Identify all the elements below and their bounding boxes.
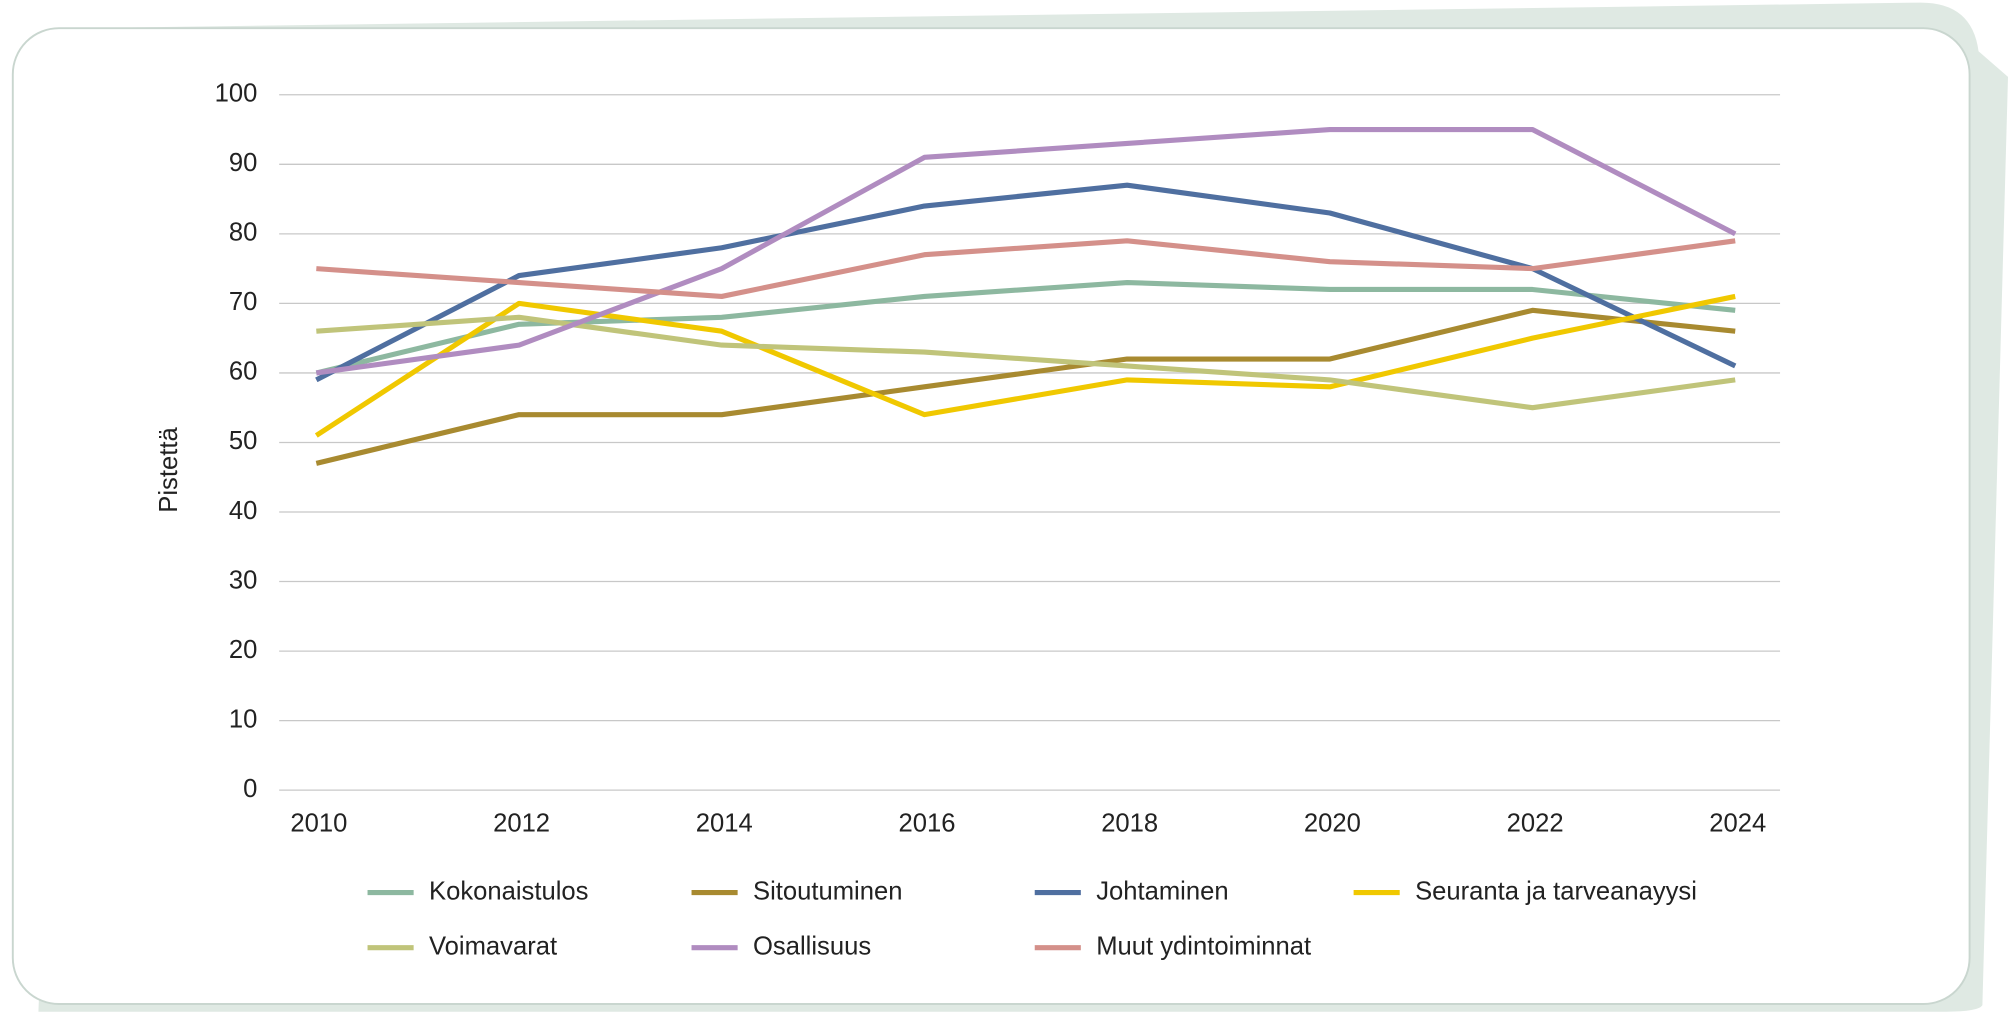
y-tick-label: 100 bbox=[215, 80, 258, 108]
y-tick-label: 10 bbox=[229, 705, 258, 733]
x-tick-label: 2020 bbox=[1304, 809, 1361, 837]
x-tick-label: 2022 bbox=[1507, 809, 1564, 837]
series-line bbox=[315, 126, 1737, 376]
x-tick-label: 2012 bbox=[493, 809, 550, 837]
legend-label: Muut ydintoiminnat bbox=[1096, 932, 1311, 960]
y-tick-label: 0 bbox=[243, 775, 257, 803]
y-tick-label: 90 bbox=[229, 149, 258, 177]
series-line bbox=[315, 182, 1737, 383]
series-line bbox=[315, 307, 1736, 466]
x-tick-label: 2016 bbox=[898, 809, 955, 837]
legend-label: Osallisuus bbox=[753, 932, 871, 960]
legend-label: Voimavarat bbox=[429, 932, 557, 960]
legend-label: Johtaminen bbox=[1096, 877, 1228, 905]
y-tick-label: 20 bbox=[229, 636, 258, 664]
y-axis-label: Pistettä bbox=[155, 427, 183, 513]
y-tick-label: 60 bbox=[229, 358, 258, 386]
y-tick-label: 70 bbox=[229, 288, 258, 316]
y-tick-label: 30 bbox=[229, 566, 258, 594]
y-tick-label: 80 bbox=[229, 219, 258, 247]
series-line bbox=[316, 314, 1736, 411]
legend-label: Sitoutuminen bbox=[753, 877, 902, 905]
x-tick-label: 2014 bbox=[696, 809, 753, 837]
x-tick-label: 2024 bbox=[1709, 809, 1766, 837]
x-tick-label: 2010 bbox=[290, 809, 347, 837]
y-tick-label: 40 bbox=[229, 497, 258, 525]
series-line bbox=[316, 238, 1736, 300]
series-line bbox=[314, 293, 1736, 438]
legend-label: Seuranta ja tarveanayysi bbox=[1415, 877, 1697, 905]
y-tick-label: 50 bbox=[229, 427, 258, 455]
legend-label: Kokonaistulos bbox=[429, 877, 588, 905]
card bbox=[11, 27, 1971, 1005]
x-tick-label: 2018 bbox=[1101, 809, 1158, 837]
